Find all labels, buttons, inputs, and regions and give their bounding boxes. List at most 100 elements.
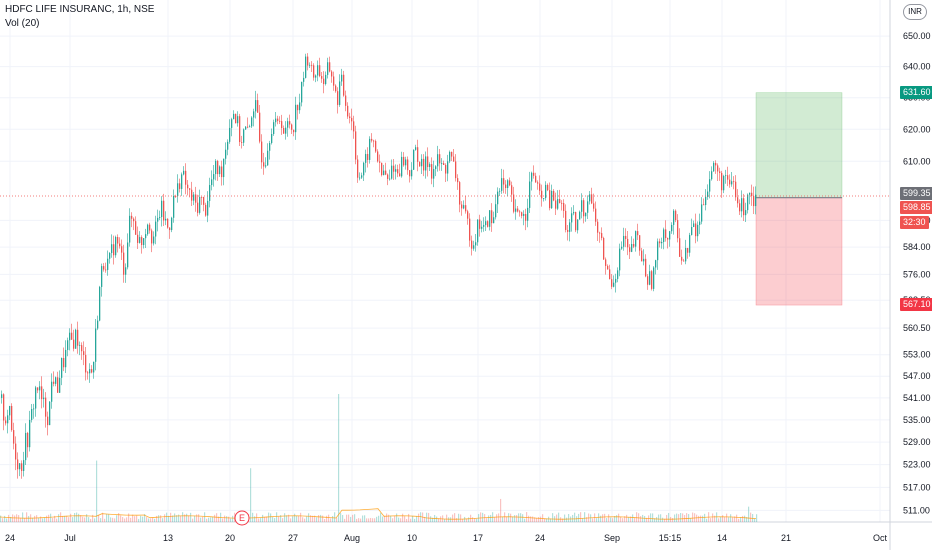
candle-body xyxy=(249,126,251,128)
y-tick-label: 529.00 xyxy=(903,437,931,447)
candle-body xyxy=(95,328,97,362)
volume-bar xyxy=(252,512,254,522)
x-tick-label: Aug xyxy=(344,533,360,543)
candle-body xyxy=(627,238,629,248)
candle-body xyxy=(163,200,165,221)
volume-bar xyxy=(114,518,116,522)
volume-bar xyxy=(274,518,276,522)
candle-body xyxy=(113,244,115,256)
volume-bar xyxy=(562,518,564,522)
volume-bar xyxy=(48,514,50,522)
volume-indicator-label[interactable]: Vol (20) xyxy=(5,18,40,29)
volume-bar xyxy=(330,518,332,522)
volume-bar xyxy=(314,515,316,522)
candle-body xyxy=(467,211,469,219)
volume-bar xyxy=(250,468,252,522)
candle-body xyxy=(443,163,445,165)
candle-body xyxy=(309,64,311,66)
volume-bar xyxy=(724,517,726,522)
candle-body xyxy=(17,459,19,470)
volume-bar xyxy=(404,516,406,522)
candle-body xyxy=(127,242,129,268)
candle-body xyxy=(401,156,403,177)
volume-bar xyxy=(754,518,756,522)
candle-body xyxy=(15,443,17,460)
candle-body xyxy=(455,161,457,179)
candle-body xyxy=(573,212,575,214)
candle-body xyxy=(85,354,87,373)
candle-body xyxy=(399,173,401,177)
candle-body xyxy=(479,219,481,229)
candle-body xyxy=(507,180,509,188)
volume-bar xyxy=(502,516,504,522)
candle-body xyxy=(741,198,743,212)
candle-body xyxy=(465,205,467,212)
candle-body xyxy=(599,232,601,234)
candle-body xyxy=(445,164,447,174)
candle-body xyxy=(21,463,23,471)
x-tick-label: Sep xyxy=(604,533,620,543)
volume-bar xyxy=(418,513,420,522)
candle-body xyxy=(485,221,487,226)
candle-body xyxy=(405,159,407,166)
candle-body xyxy=(583,200,585,217)
volume-bar xyxy=(488,515,490,522)
volume-bar xyxy=(512,516,514,522)
volume-bar xyxy=(380,512,382,522)
candle-body xyxy=(173,196,175,218)
candle-body xyxy=(703,204,705,206)
volume-bar xyxy=(704,513,706,522)
volume-bar xyxy=(350,516,352,522)
candle-body xyxy=(333,76,335,86)
y-tick-label: 541.00 xyxy=(903,393,931,403)
volume-bar xyxy=(386,513,388,522)
candle-body xyxy=(517,208,519,212)
candle-body xyxy=(411,169,413,177)
volume-bar xyxy=(208,517,210,522)
volume-bar xyxy=(430,516,432,522)
candle-body xyxy=(331,71,333,77)
candle-body xyxy=(397,169,399,174)
candle-body xyxy=(713,162,715,172)
candle-body xyxy=(515,208,517,212)
y-tick-label: 523.00 xyxy=(903,460,931,470)
candle-body xyxy=(383,170,385,176)
candle-body xyxy=(571,213,573,223)
candle-body xyxy=(117,237,119,244)
volume-bar xyxy=(534,517,536,522)
candle-body xyxy=(655,260,657,268)
volume-bar xyxy=(224,515,226,522)
currency-badge[interactable]: INR xyxy=(903,4,927,20)
volume-bar xyxy=(424,516,426,522)
volume-bar xyxy=(572,514,574,522)
volume-bar xyxy=(674,514,676,522)
candle-body xyxy=(229,127,231,142)
candle-body xyxy=(285,127,287,134)
candle-body xyxy=(237,116,239,124)
candle-body xyxy=(119,243,121,247)
volume-bar xyxy=(70,513,72,522)
volume-bar xyxy=(304,518,306,522)
volume-bar xyxy=(298,515,300,522)
volume-bar xyxy=(498,513,500,522)
candle-body xyxy=(121,246,123,253)
candle-body xyxy=(43,397,45,400)
volume-bar xyxy=(20,517,22,522)
volume-bar xyxy=(414,518,416,522)
volume-bar xyxy=(730,514,732,522)
candle-body xyxy=(135,221,137,235)
volume-bar xyxy=(506,516,508,522)
candle-body xyxy=(23,460,25,471)
candle-body xyxy=(359,177,361,179)
candle-body xyxy=(413,149,415,170)
y-tick-label: 640.00 xyxy=(903,62,931,72)
volume-bar xyxy=(172,515,174,522)
candle-body xyxy=(597,221,599,233)
candle-body xyxy=(381,162,383,176)
candle-body xyxy=(633,244,635,247)
volume-bar xyxy=(544,518,546,522)
symbol-title[interactable]: HDFC LIFE INSURANC, 1h, NSE xyxy=(5,4,155,15)
candle-body xyxy=(469,218,471,241)
candle-body xyxy=(423,158,425,171)
